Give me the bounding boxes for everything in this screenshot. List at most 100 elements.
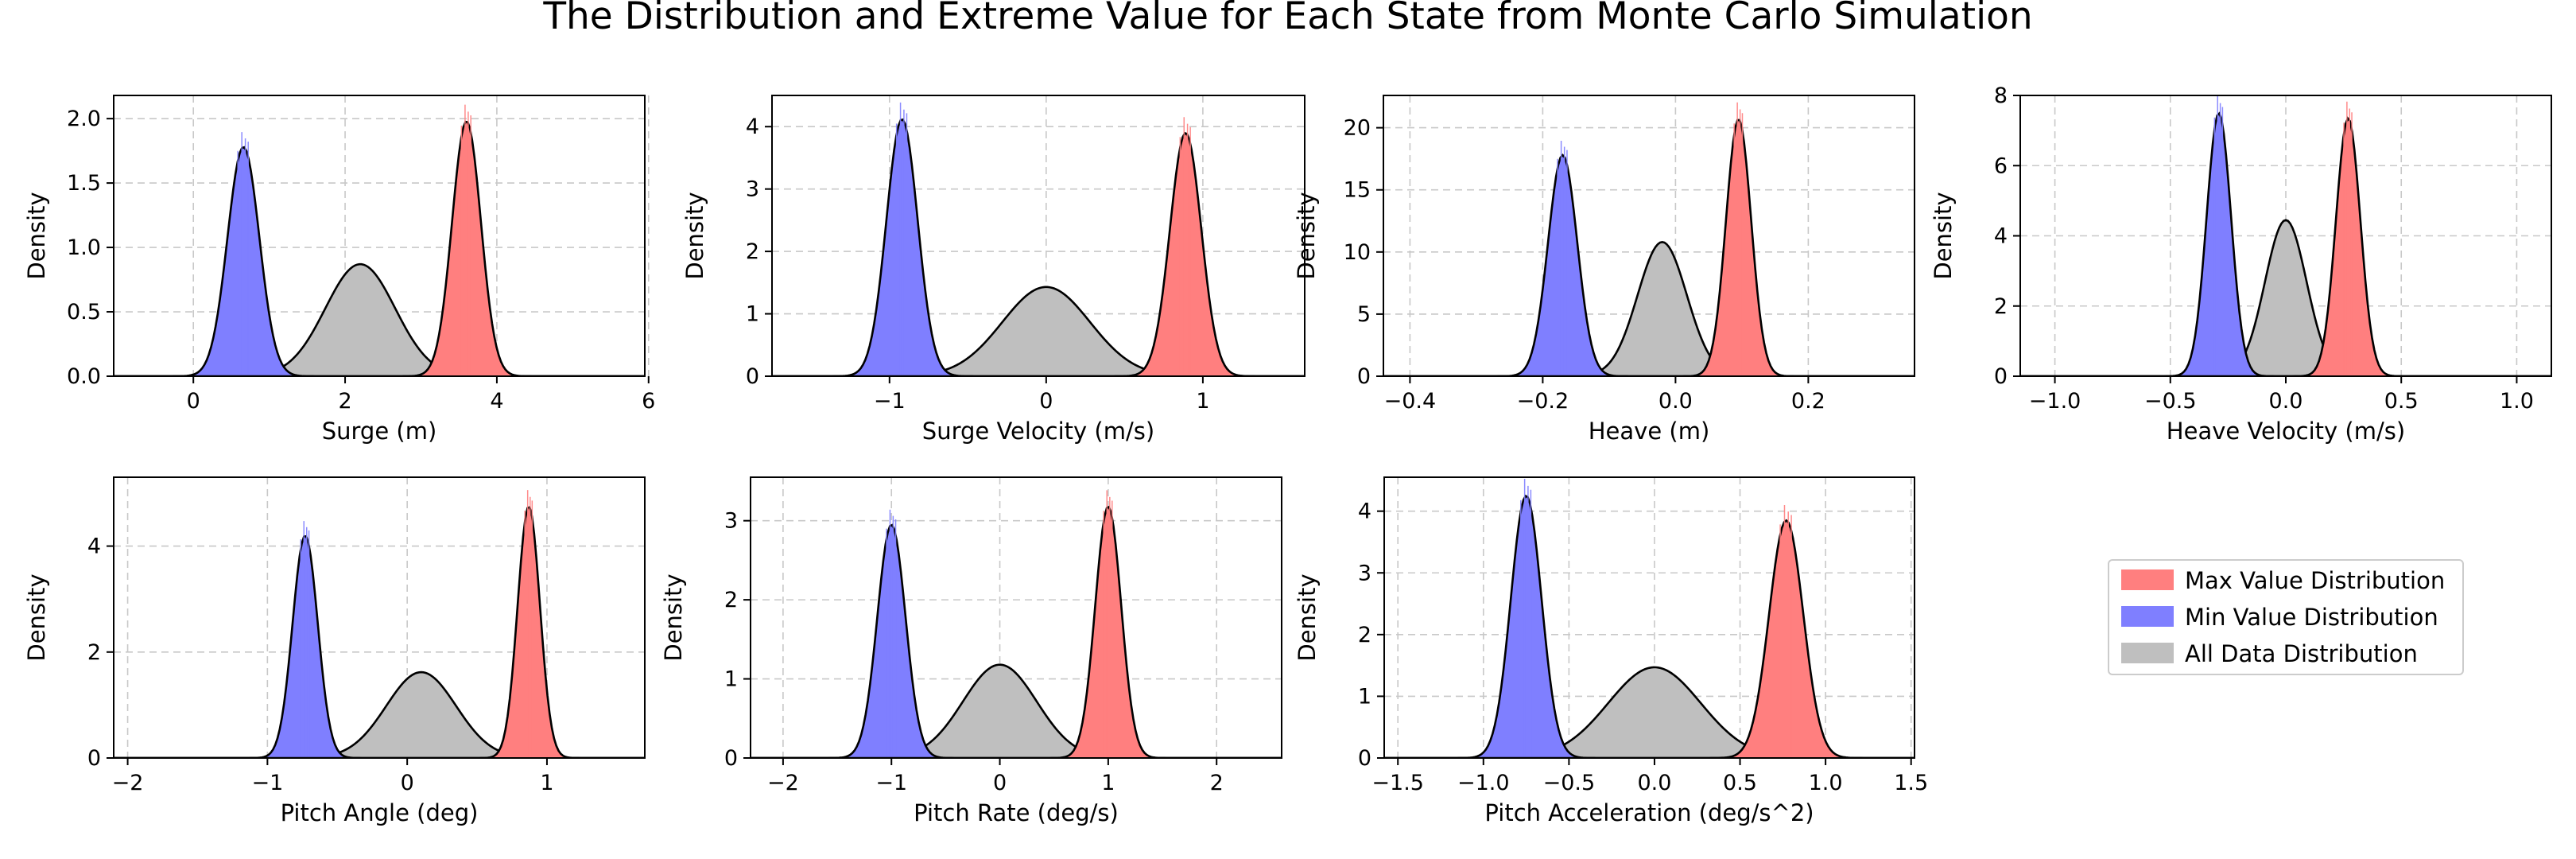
subplot-2: −1 0 1 0 1 2 3 4 Surge Velocity (m/s) Density bbox=[681, 95, 1305, 445]
subplot-5: −2 −1 0 1 0 2 4 Pitch Angle (deg) Density bbox=[23, 476, 646, 826]
density-curve-all bbox=[2020, 219, 2551, 376]
y-tick-label: 4 bbox=[87, 534, 101, 559]
y-tick-label: 15 bbox=[1344, 178, 1371, 203]
plot-frame bbox=[1383, 476, 1915, 759]
x-tick-label: 0.0 bbox=[1637, 771, 1671, 795]
figure-title: The Distribution and Extreme Value for E… bbox=[542, 0, 2032, 38]
y-tick-label: 20 bbox=[1344, 116, 1371, 141]
density-area-max bbox=[772, 133, 1305, 376]
x-tick-label: 1.0 bbox=[2500, 389, 2534, 414]
x-axis-label: Heave Velocity (m/s) bbox=[2167, 418, 2405, 445]
plot-frame bbox=[771, 95, 1305, 377]
x-tick-label: 1 bbox=[1101, 771, 1115, 795]
y-tick-label: 0 bbox=[724, 746, 738, 771]
x-axis-label: Surge Velocity (m/s) bbox=[922, 418, 1154, 445]
plot-frame bbox=[113, 476, 646, 759]
x-axis-label: Pitch Rate (deg/s) bbox=[914, 799, 1119, 826]
subplot-6: −2 −1 0 1 2 0 1 2 3 Pitch Rate (deg/s) Density bbox=[660, 476, 1282, 826]
x-tick-label: −1 bbox=[251, 771, 283, 795]
x-tick-label: 0.5 bbox=[2384, 389, 2419, 414]
x-tick-label: 0.2 bbox=[1791, 389, 1825, 414]
y-tick-label: 2 bbox=[746, 239, 759, 264]
density-area-all bbox=[114, 264, 645, 376]
y-axis-label: Density bbox=[1294, 573, 1321, 661]
subplot-7: −1.5 −1.0 −0.5 0.0 0.5 1.0 1.5 0 1 2 3 4 Pitch Accel… bbox=[1294, 476, 1928, 826]
x-tick-label: 1.0 bbox=[1809, 771, 1843, 795]
x-tick-label: 1.5 bbox=[1894, 771, 1928, 795]
series-group bbox=[2020, 95, 2551, 376]
x-tick-label: 1 bbox=[1196, 389, 1209, 414]
x-tick-label: −2 bbox=[767, 771, 799, 795]
x-tick-label: −0.2 bbox=[1517, 389, 1569, 414]
density-curve-all bbox=[114, 262, 645, 376]
x-axis-label: Heave (m) bbox=[1589, 418, 1710, 445]
density-area-all bbox=[1383, 242, 1915, 376]
x-tick-label: −1.0 bbox=[2029, 389, 2081, 414]
legend-swatch-all bbox=[2121, 643, 2174, 663]
x-tick-label: −0.4 bbox=[1384, 389, 1437, 414]
density-area-min bbox=[772, 119, 1305, 376]
y-tick-label: 3 bbox=[1358, 561, 1371, 585]
density-area-max bbox=[114, 507, 645, 758]
density-area-max bbox=[1384, 520, 1915, 758]
x-axis-label: Pitch Angle (deg) bbox=[281, 799, 479, 826]
y-tick-label: 2 bbox=[724, 588, 738, 612]
x-tick-label: 0.5 bbox=[1723, 771, 1757, 795]
y-axis-label: Density bbox=[23, 192, 50, 279]
plot-frame bbox=[1383, 95, 1915, 377]
density-curve-min bbox=[772, 118, 1305, 376]
y-tick-label: 5 bbox=[1357, 302, 1371, 327]
x-tick-label: −1 bbox=[874, 389, 906, 414]
x-tick-label: −1.0 bbox=[1457, 771, 1510, 795]
legend-frame bbox=[2108, 559, 2464, 675]
subplot-1: 0 2 4 6 0.0 0.5 1.0 1.5 2.0 Surge (m) Density bbox=[23, 95, 655, 445]
y-tick-label: 0 bbox=[1358, 746, 1371, 771]
x-tick-label: 0.0 bbox=[1658, 389, 1693, 414]
density-area-all bbox=[772, 286, 1305, 376]
density-area-all bbox=[114, 672, 645, 758]
y-axis-label: Density bbox=[23, 573, 50, 661]
y-tick-label: 0.0 bbox=[67, 364, 101, 389]
y-tick-label: 0 bbox=[746, 364, 759, 389]
subplot-3: −0.4 −0.2 0.0 0.2 0 5 10 15 20 Heave (m) Density bbox=[1293, 95, 1915, 445]
y-tick-label: 8 bbox=[1994, 84, 2008, 108]
x-tick-label: 6 bbox=[642, 389, 655, 414]
y-tick-label: 1 bbox=[724, 667, 738, 692]
plot-area bbox=[114, 477, 645, 758]
x-axis-label: Pitch Acceleration (deg/s^2) bbox=[1484, 799, 1814, 826]
x-tick-label: 2 bbox=[338, 389, 351, 414]
x-tick-label: −1.5 bbox=[1371, 771, 1424, 795]
y-tick-label: 0 bbox=[1994, 364, 2008, 389]
series-group bbox=[772, 102, 1305, 376]
x-tick-label: 0 bbox=[401, 771, 414, 795]
series-group bbox=[1383, 102, 1915, 376]
legend-label-max: Max Value Distribution bbox=[2185, 567, 2445, 594]
series-group bbox=[114, 104, 645, 376]
y-tick-label: 3 bbox=[724, 509, 738, 534]
density-curve-max bbox=[114, 506, 645, 758]
y-axis-label: Density bbox=[660, 573, 687, 661]
x-tick-label: 0 bbox=[1039, 389, 1053, 414]
subplot-4: −1.0 −0.5 0.0 0.5 1.0 0 2 4 6 8 Heave Velocity (m/… bbox=[1930, 84, 2552, 445]
x-axis-label: Surge (m) bbox=[322, 418, 437, 445]
x-tick-label: −2 bbox=[112, 771, 144, 795]
y-tick-label: 2.0 bbox=[67, 107, 101, 131]
density-curve-max bbox=[1384, 519, 1915, 758]
density-area-min bbox=[751, 525, 1282, 758]
x-tick-label: 1 bbox=[540, 771, 553, 795]
y-tick-label: 2 bbox=[87, 640, 101, 665]
y-tick-label: 2 bbox=[1358, 623, 1371, 647]
x-tick-label: 4 bbox=[490, 389, 503, 414]
x-tick-label: 0 bbox=[187, 389, 200, 414]
plot-frame bbox=[750, 476, 1282, 759]
y-axis-label: Density bbox=[681, 192, 708, 279]
y-tick-label: 4 bbox=[746, 115, 759, 139]
density-curve-min bbox=[114, 146, 645, 376]
density-area-all bbox=[1384, 667, 1915, 758]
legend-swatch-min bbox=[2121, 606, 2174, 627]
density-curve-all bbox=[1383, 240, 1915, 376]
x-tick-label: −0.5 bbox=[1543, 771, 1596, 795]
y-axis-label: Density bbox=[1930, 192, 1957, 279]
plot-frame bbox=[113, 95, 646, 377]
y-tick-label: 10 bbox=[1344, 240, 1371, 265]
